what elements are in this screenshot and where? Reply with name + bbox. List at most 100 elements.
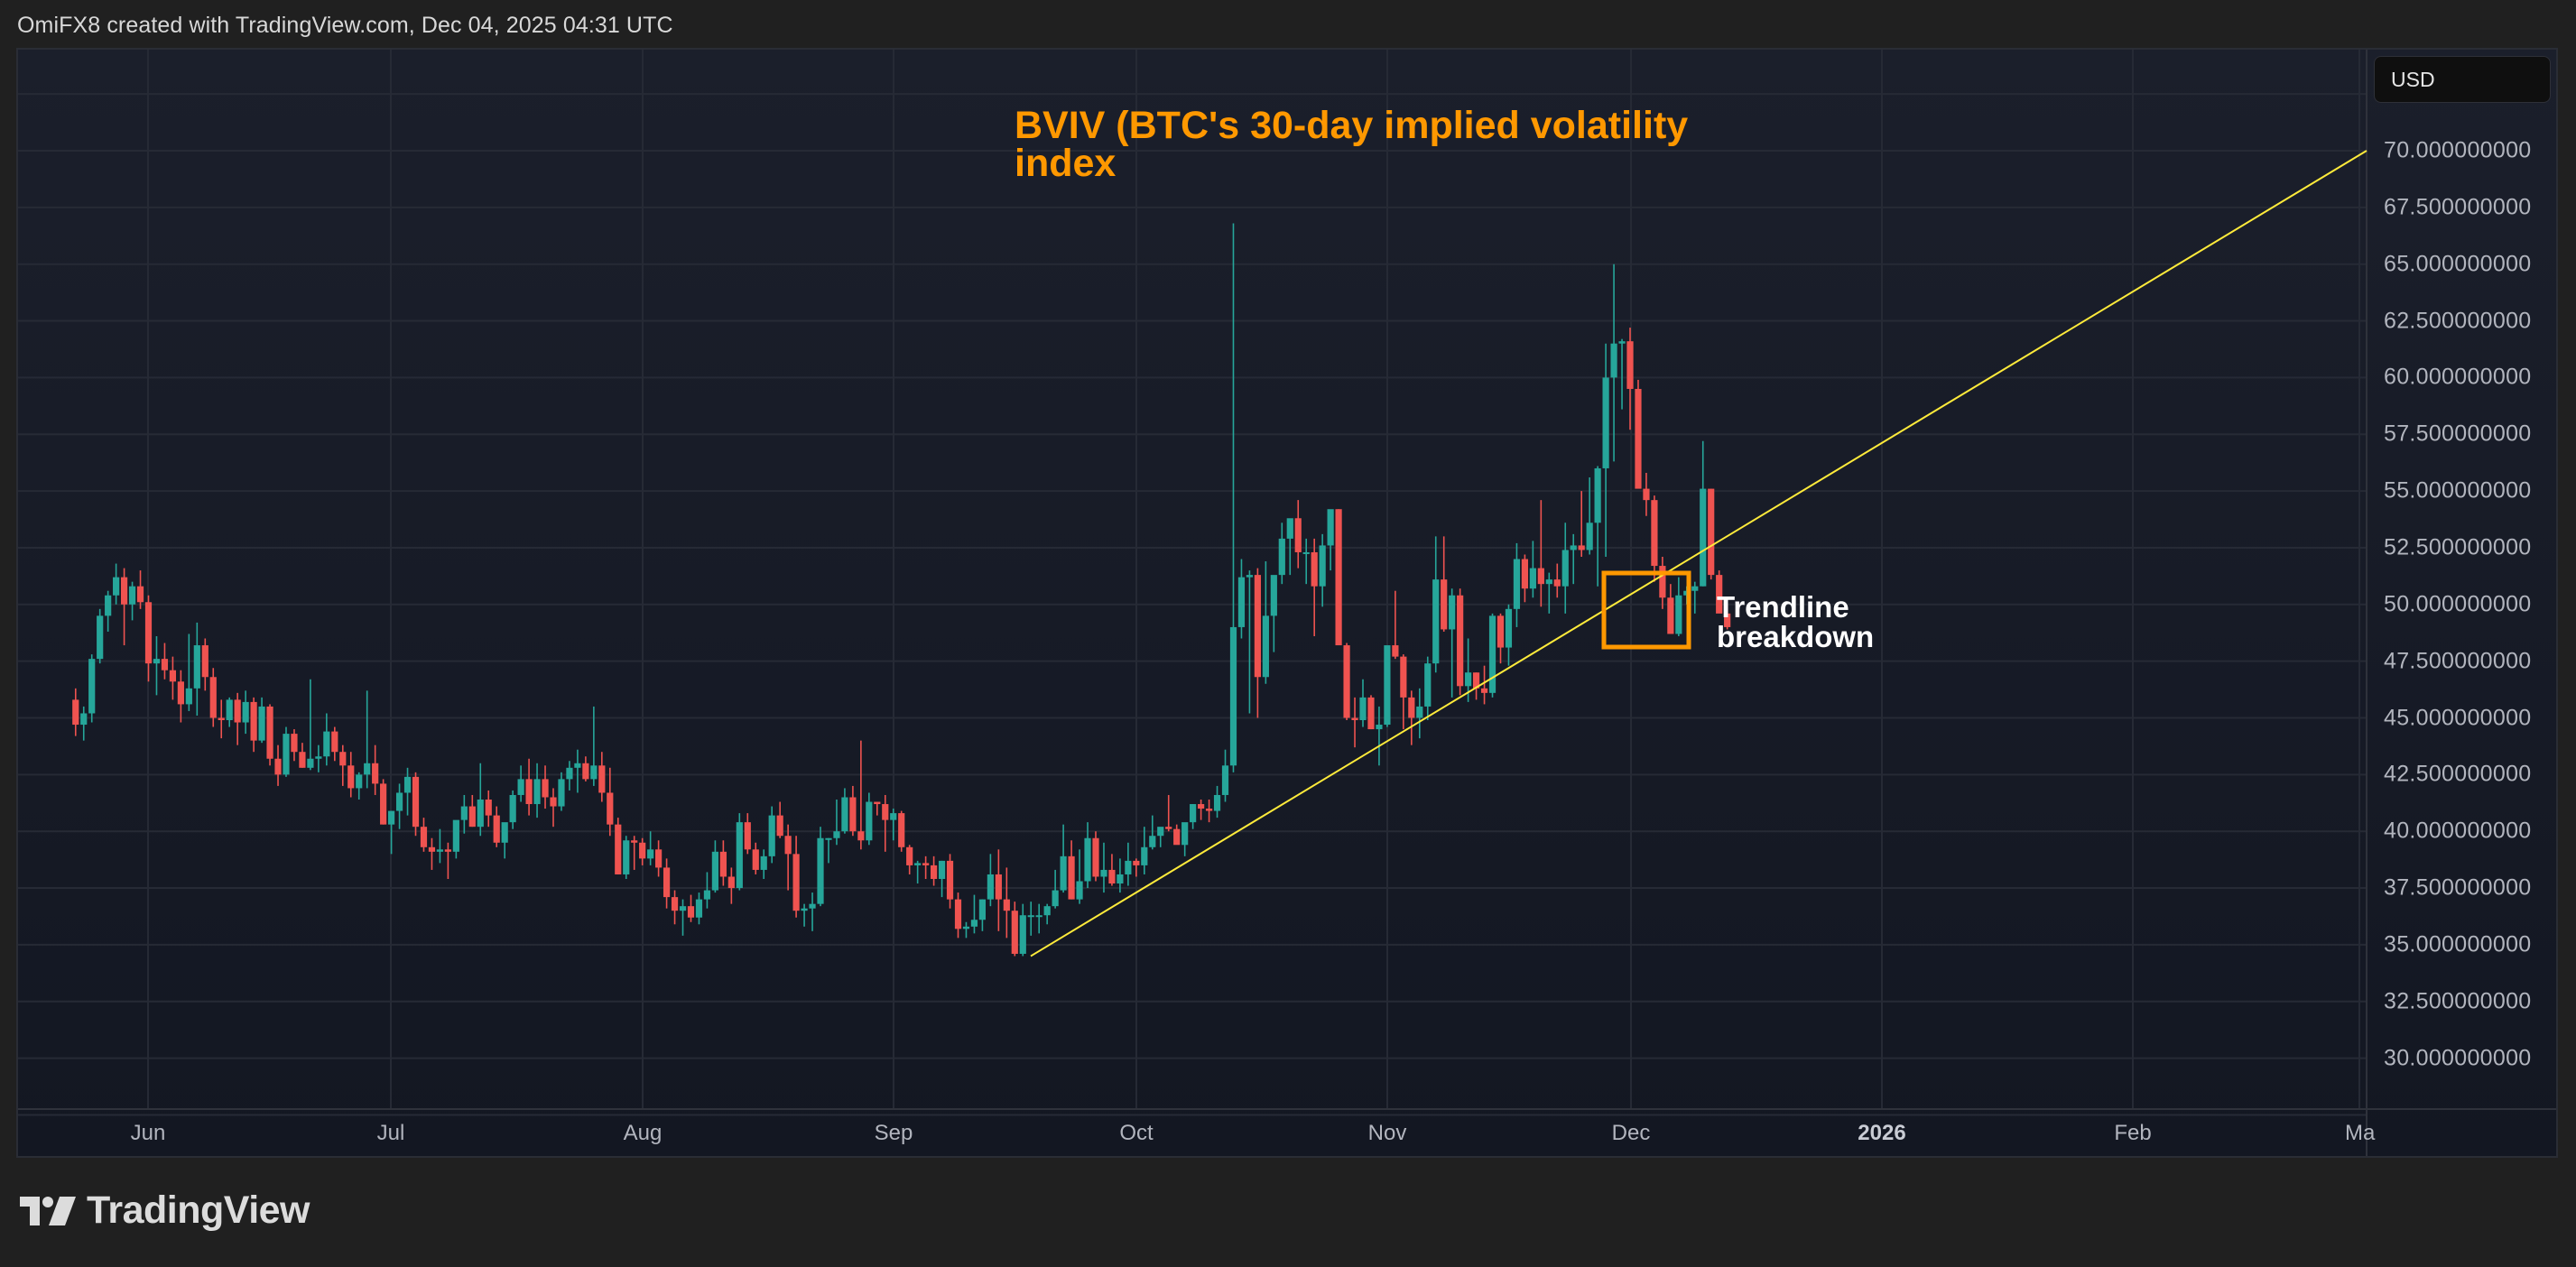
candle	[1553, 563, 1561, 598]
candle	[833, 800, 840, 846]
candle	[97, 608, 104, 664]
candle	[428, 837, 436, 870]
candle	[874, 801, 881, 816]
candle	[914, 860, 922, 884]
candle	[1505, 604, 1513, 666]
candle	[946, 854, 954, 909]
candle	[962, 921, 970, 939]
candle	[1198, 800, 1205, 820]
price-axis-label: 62.500000000	[2384, 308, 2532, 334]
candle	[768, 806, 775, 864]
candle	[1035, 903, 1042, 934]
candle	[477, 763, 484, 837]
candle	[866, 792, 873, 846]
candle	[1667, 584, 1674, 634]
candle	[1457, 588, 1464, 696]
candle	[161, 643, 169, 680]
candle	[679, 899, 687, 936]
candle	[574, 749, 581, 793]
time-axis-label: Feb	[2114, 1121, 2152, 1145]
candle	[420, 818, 428, 852]
grid-lines	[18, 50, 2367, 1116]
candle	[1052, 869, 1059, 909]
candle	[364, 690, 371, 789]
candle	[760, 849, 767, 879]
candle	[1117, 858, 1124, 893]
candle	[1594, 466, 1601, 587]
candle	[258, 697, 265, 744]
candle	[566, 761, 573, 791]
candle	[978, 899, 987, 931]
candle	[1043, 903, 1051, 925]
tradingview-brand[interactable]: TradingView	[20, 1188, 310, 1233]
time-axis-label: Aug	[623, 1121, 663, 1145]
candle	[809, 892, 816, 931]
candle	[1384, 645, 1391, 727]
time-axis-label: Nov	[1367, 1121, 1407, 1145]
price-axis-label: 57.500000000	[2384, 421, 2532, 447]
candle	[1068, 840, 1075, 900]
candle	[1651, 495, 1658, 582]
candle	[1319, 533, 1326, 607]
candle	[1190, 804, 1197, 829]
candle	[1141, 827, 1148, 874]
candle	[647, 831, 654, 865]
candle	[1480, 665, 1488, 705]
candle	[987, 854, 994, 907]
candle	[347, 752, 355, 798]
candle	[291, 729, 298, 762]
candle	[331, 726, 338, 762]
candle	[1675, 577, 1682, 636]
candle	[1084, 822, 1091, 889]
candle	[388, 810, 395, 855]
candle	[1496, 613, 1505, 664]
price-axis-label: 50.000000000	[2384, 591, 2532, 617]
candle	[372, 744, 379, 795]
price-axis-label: 47.500000000	[2384, 648, 2532, 674]
candle	[403, 767, 412, 816]
candle	[703, 872, 711, 909]
trendline[interactable]	[1030, 150, 2368, 957]
price-axis-label: 30.000000000	[2384, 1045, 2532, 1071]
candle	[1449, 588, 1456, 698]
candle	[744, 813, 751, 855]
candle	[1537, 500, 1544, 607]
time-axis-label: Ma	[2345, 1121, 2376, 1145]
candle	[169, 656, 177, 700]
candle	[631, 836, 638, 870]
candle	[1416, 688, 1423, 739]
note-line-2: breakdown	[1717, 620, 1875, 653]
candle	[493, 806, 500, 847]
candle	[727, 867, 735, 904]
time-axis-label: Sep	[874, 1121, 913, 1145]
candle	[517, 765, 524, 802]
candle	[323, 713, 330, 766]
candle	[898, 810, 905, 852]
currency-button[interactable]: USD	[2374, 56, 2551, 103]
candle	[1708, 488, 1715, 580]
candle	[590, 706, 598, 786]
candles	[72, 223, 1731, 957]
candle	[436, 828, 444, 864]
candle	[1011, 902, 1018, 957]
price-axis-label: 32.500000000	[2384, 988, 2532, 1014]
breakdown-highlight-box[interactable]	[1601, 570, 1691, 650]
price-axis-label: 45.000000000	[2384, 705, 2532, 730]
candle	[1311, 538, 1318, 636]
price-axis-label: 35.000000000	[2384, 931, 2532, 957]
candle	[1229, 223, 1237, 772]
candle	[1700, 440, 1707, 587]
candle	[1432, 536, 1440, 673]
candle	[1602, 343, 1609, 558]
candle	[1618, 338, 1626, 410]
candle	[1181, 822, 1189, 856]
time-axis-label: Jun	[130, 1121, 166, 1145]
candle	[452, 819, 459, 859]
price-axis-label: 67.500000000	[2384, 194, 2532, 220]
candle	[857, 740, 865, 850]
candle	[1237, 559, 1246, 639]
chart-panel[interactable]	[16, 48, 2558, 1158]
candle	[671, 890, 679, 925]
chart-title-annotation: BVIV (BTC's 30-day implied volatility in…	[1015, 104, 1689, 185]
